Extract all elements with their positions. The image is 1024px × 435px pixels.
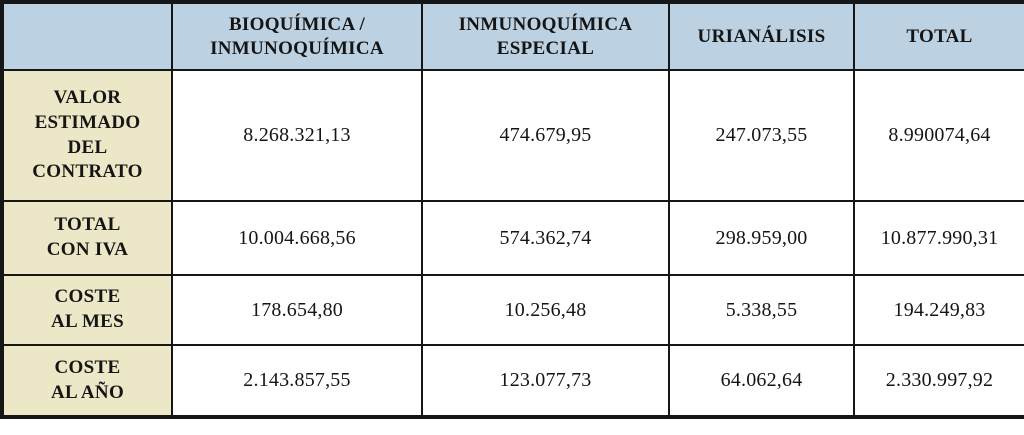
value-cell-valor-total: 8.990074,64 xyxy=(853,69,1024,202)
table-row-total-con-iva: TOTAL CON IVA 10.004.668,56 574.362,74 2… xyxy=(1,200,1024,276)
row-label-coste-al-ano: COSTE AL AÑO xyxy=(1,344,173,418)
table-header-row: BIOQUÍMICA / INMUNOQUÍMICA INMUNOQUÍMICA… xyxy=(1,1,1024,71)
table-row-coste-al-ano: COSTE AL AÑO 2.143.857,55 123.077,73 64.… xyxy=(1,344,1024,418)
value-cell-iva-bioquimica: 10.004.668,56 xyxy=(171,200,423,276)
table-row-valor-estimado: VALOR ESTIMADO DEL CONTRATO 8.268.321,13… xyxy=(1,69,1024,202)
value-cell-iva-urianalisis: 298.959,00 xyxy=(668,200,855,276)
column-header-inmunoquimica-especial: INMUNOQUÍMICA ESPECIAL xyxy=(421,1,670,71)
row-label-coste-al-mes: COSTE AL MES xyxy=(1,274,173,346)
value-cell-mes-urianalisis: 5.338,55 xyxy=(668,274,855,346)
column-header-bioquimica-inmunoquimica: BIOQUÍMICA / INMUNOQUÍMICA xyxy=(171,1,423,71)
value-cell-iva-inmunoquimica-especial: 574.362,74 xyxy=(421,200,670,276)
value-cell-mes-total: 194.249,83 xyxy=(853,274,1024,346)
value-cell-valor-urianalisis: 247.073,55 xyxy=(668,69,855,202)
value-cell-valor-bioquimica: 8.268.321,13 xyxy=(171,69,423,202)
value-cell-ano-inmunoquimica-especial: 123.077,73 xyxy=(421,344,670,418)
value-cell-iva-total: 10.877.990,31 xyxy=(853,200,1024,276)
cost-summary-table: BIOQUÍMICA / INMUNOQUÍMICA INMUNOQUÍMICA… xyxy=(0,0,1024,419)
column-header-urianalisis: URIANÁLISIS xyxy=(668,1,855,71)
value-cell-valor-inmunoquimica-especial: 474.679,95 xyxy=(421,69,670,202)
corner-cell xyxy=(1,1,173,71)
column-header-total: TOTAL xyxy=(853,1,1024,71)
value-cell-ano-bioquimica: 2.143.857,55 xyxy=(171,344,423,418)
row-label-valor-estimado-del-contrato: VALOR ESTIMADO DEL CONTRATO xyxy=(1,69,173,202)
value-cell-ano-urianalisis: 64.062,64 xyxy=(668,344,855,418)
value-cell-mes-inmunoquimica-especial: 10.256,48 xyxy=(421,274,670,346)
row-label-total-con-iva: TOTAL CON IVA xyxy=(1,200,173,276)
value-cell-mes-bioquimica: 178.654,80 xyxy=(171,274,423,346)
table-row-coste-al-mes: COSTE AL MES 178.654,80 10.256,48 5.338,… xyxy=(1,274,1024,346)
value-cell-ano-total: 2.330.997,92 xyxy=(853,344,1024,418)
